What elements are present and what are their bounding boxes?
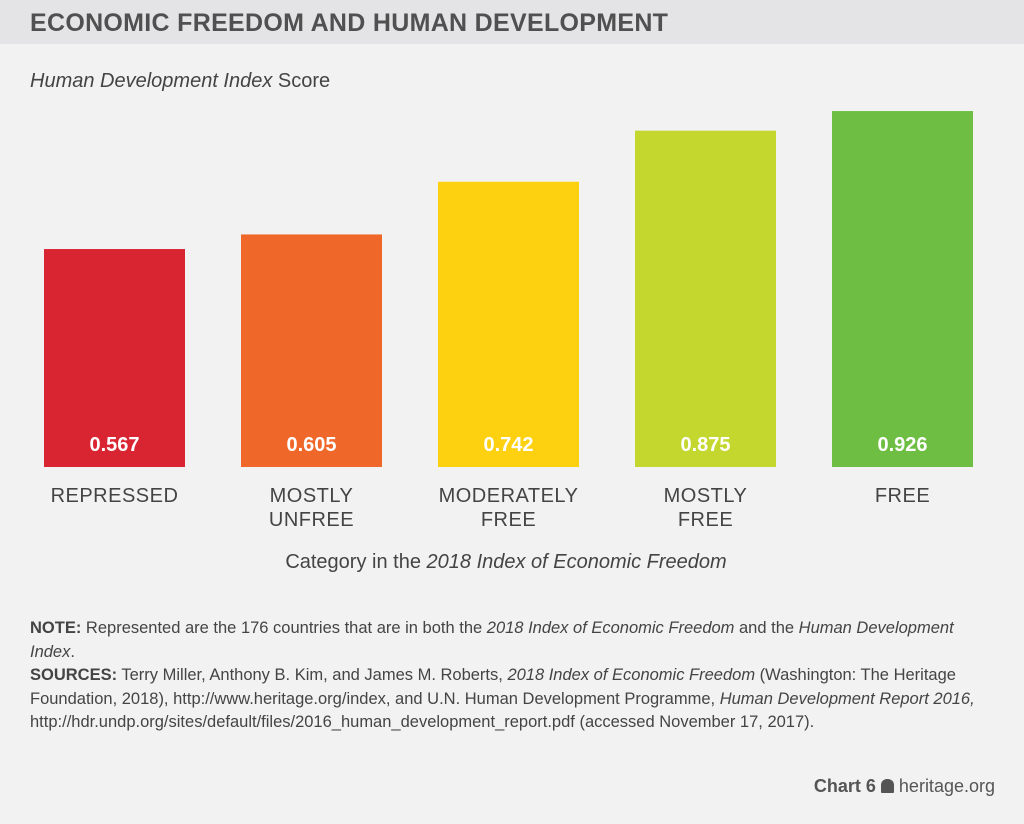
bar <box>44 249 185 467</box>
sources-label: SOURCES: <box>30 666 118 684</box>
category-label-line: FREE <box>480 509 537 531</box>
credit: Chart 6 heritage.org <box>814 776 995 797</box>
category-label: FREE <box>803 484 1003 508</box>
note-italic: 2018 Index of Economic Freedom <box>486 619 735 637</box>
site-link: heritage.org <box>898 776 995 796</box>
bar-value-label: 0.742 <box>483 434 533 456</box>
category-label: MOSTLY UNFREE <box>212 484 412 532</box>
category-label: MODERATELY FREE <box>409 484 609 532</box>
note-text: and the <box>734 619 799 637</box>
bar-value-label: 0.567 <box>89 434 139 456</box>
bar-value-label: 0.875 <box>680 434 730 456</box>
bar-chart: 0.567 0.605 0.742 0.875 0.926 <box>44 111 973 468</box>
sources: SOURCES: Terry Miller, Anthony B. Kim, a… <box>30 664 990 735</box>
category-label-line: MODERATELY <box>438 485 579 507</box>
chart-number: Chart 6 <box>813 776 876 796</box>
notes: NOTE: Represented are the 176 countries … <box>30 617 990 735</box>
note-label: NOTE: <box>30 619 82 637</box>
category-label: REPRESSED <box>15 484 215 508</box>
liberty-bell-icon <box>880 779 894 793</box>
x-label-italic: 2018 Index of Economic Freedom <box>426 551 727 573</box>
y-label-italic: Human Development Index <box>30 70 273 92</box>
sources-text: Terry Miller, Anthony B. Kim, and James … <box>117 666 508 684</box>
note-text: Represented are the 176 countries that a… <box>81 619 487 637</box>
note-italic: Human Development Index <box>30 619 954 661</box>
chart-title: ECONOMIC FREEDOM AND HUMAN DEVELOPMENT <box>30 9 669 37</box>
note: NOTE: Represented are the 176 countries … <box>30 617 990 664</box>
y-label-rest: Score <box>272 70 331 92</box>
x-label-pre: Category in the <box>285 551 427 573</box>
bar-value-label: 0.605 <box>286 434 336 456</box>
category-label-line: FREE <box>677 509 734 531</box>
bar <box>832 111 973 468</box>
bar <box>241 234 382 467</box>
title-band: ECONOMIC FREEDOM AND HUMAN DEVELOPMENT <box>0 0 1024 44</box>
category-label-line: REPRESSED <box>50 485 179 507</box>
sources-text: http://hdr.undp.org/sites/default/files/… <box>30 713 815 731</box>
category-label-line: MOSTLY <box>663 485 748 507</box>
bar <box>635 130 776 467</box>
x-axis-label: Category in the 2018 Index of Economic F… <box>0 551 1012 574</box>
category-label-line: FREE <box>874 485 931 507</box>
category-label: MOSTLY FREE <box>606 484 806 532</box>
sources-text: (Washington: The Heritage Foundation, 20… <box>30 666 956 708</box>
sources-italic: Human Development Report 2016, <box>719 689 975 708</box>
note-text: . <box>70 642 75 661</box>
sources-italic: 2018 Index of Economic Freedom <box>507 666 756 684</box>
y-axis-label: Human Development Index Score <box>30 70 330 93</box>
bar-value-label: 0.926 <box>877 434 927 456</box>
category-label-line: MOSTLY <box>269 485 354 507</box>
bar <box>438 181 579 467</box>
category-label-line: UNFREE <box>268 509 355 531</box>
